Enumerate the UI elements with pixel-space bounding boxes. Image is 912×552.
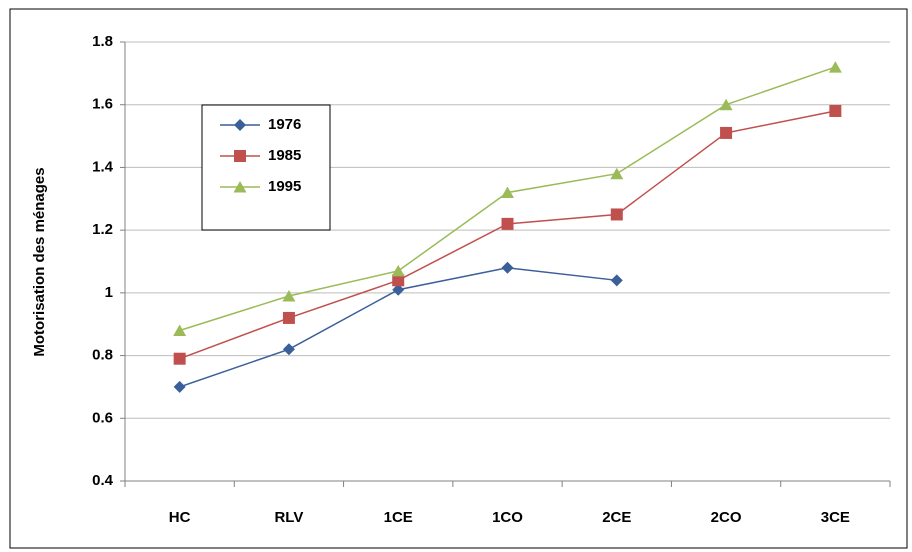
- point: [282, 343, 295, 356]
- y-tick-label: 1.8: [92, 33, 113, 50]
- point: [173, 324, 187, 336]
- y-tick-label: 1.2: [92, 221, 113, 238]
- y-tick-label: 1: [105, 284, 113, 301]
- point: [610, 274, 623, 287]
- x-tick-label: RLV: [274, 509, 303, 526]
- point: [392, 283, 405, 296]
- y-tick-label: 1.4: [92, 158, 114, 175]
- point: [282, 311, 295, 324]
- point: [501, 261, 514, 274]
- point: [392, 274, 405, 287]
- chart-border: [9, 8, 908, 549]
- point: [501, 186, 514, 199]
- y-axis-label: Motorisation des ménages: [31, 167, 48, 356]
- point: [501, 217, 514, 230]
- legend-marker: [233, 181, 247, 193]
- point: [282, 289, 296, 302]
- x-tick-label: 2CE: [602, 509, 631, 526]
- legend-marker: [234, 150, 246, 162]
- legend-label: 1995: [268, 178, 301, 195]
- point: [610, 208, 623, 221]
- x-tick-label: 1CE: [384, 509, 413, 526]
- point: [719, 98, 733, 111]
- y-tick-label: 0.4: [92, 472, 114, 489]
- y-tick-label: 0.6: [92, 409, 113, 426]
- point: [720, 126, 733, 139]
- legend-box: [201, 104, 331, 231]
- x-tick-label: 2CO: [711, 509, 742, 526]
- y-tick-label: 0.8: [92, 347, 113, 364]
- y-tick-label: 1.6: [92, 96, 113, 113]
- x-tick-label: 1CO: [492, 509, 523, 526]
- legend-label: 1976: [268, 116, 301, 133]
- point: [610, 167, 624, 180]
- legend-label: 1985: [268, 147, 301, 164]
- point: [173, 352, 186, 365]
- x-tick-label: 3CE: [821, 509, 850, 526]
- point: [391, 264, 405, 277]
- x-tick-label: HC: [169, 509, 191, 526]
- legend-marker: [234, 119, 246, 131]
- point: [173, 380, 186, 393]
- point: [828, 61, 842, 73]
- point: [829, 104, 842, 117]
